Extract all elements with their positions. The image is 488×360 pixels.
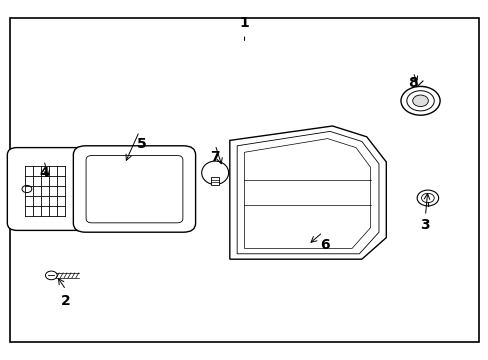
Circle shape bbox=[45, 271, 57, 280]
Polygon shape bbox=[229, 126, 386, 259]
Circle shape bbox=[412, 95, 427, 107]
Text: 4: 4 bbox=[39, 166, 49, 180]
Ellipse shape bbox=[201, 161, 228, 184]
Text: 7: 7 bbox=[210, 150, 220, 163]
Circle shape bbox=[400, 86, 439, 115]
Polygon shape bbox=[244, 139, 370, 248]
Circle shape bbox=[406, 91, 433, 111]
Circle shape bbox=[416, 190, 438, 206]
Circle shape bbox=[108, 187, 118, 194]
Text: 3: 3 bbox=[420, 218, 429, 232]
Circle shape bbox=[22, 185, 32, 193]
Polygon shape bbox=[237, 131, 378, 254]
FancyBboxPatch shape bbox=[7, 148, 134, 230]
Circle shape bbox=[421, 193, 433, 203]
Text: 1: 1 bbox=[239, 17, 249, 30]
FancyBboxPatch shape bbox=[73, 146, 195, 232]
Bar bbox=[211, 177, 219, 185]
Text: 5: 5 bbox=[137, 137, 146, 151]
Text: 8: 8 bbox=[407, 76, 417, 90]
Text: 6: 6 bbox=[320, 238, 329, 252]
Text: 2: 2 bbox=[61, 294, 71, 307]
FancyBboxPatch shape bbox=[86, 156, 183, 223]
